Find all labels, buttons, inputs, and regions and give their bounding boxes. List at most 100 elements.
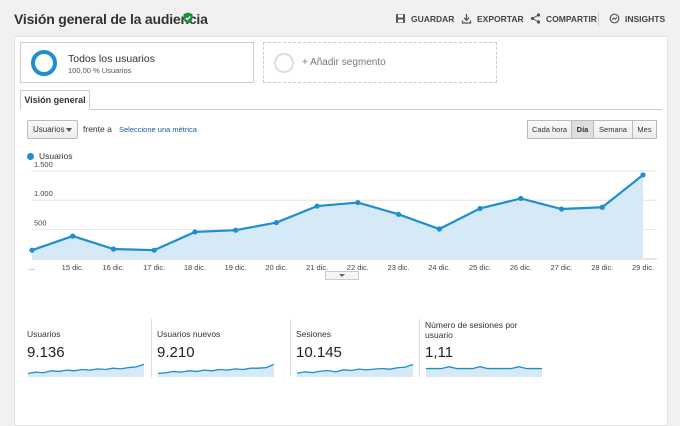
- download-icon: [461, 14, 472, 24]
- segment-all-users[interactable]: Todos los usuarios 100,00 % Usuarios: [20, 42, 254, 83]
- kpi-label: Sesiones: [296, 329, 331, 339]
- sparkline-line: [27, 363, 145, 375]
- x-tick-label: 24 dic.: [428, 263, 450, 272]
- data-point: [558, 206, 565, 212]
- x-tick-label: 25 dic.: [469, 263, 491, 272]
- y-tick-label: 500: [34, 219, 47, 228]
- data-point: [599, 204, 605, 210]
- data-point: [396, 211, 402, 217]
- chevron-down-icon: [66, 128, 72, 132]
- x-tick-label: 19 dic.: [225, 263, 247, 272]
- data-point: [640, 172, 646, 178]
- caret-down-icon: [339, 274, 345, 277]
- data-point: [273, 219, 279, 226]
- kpi-sparkline: [296, 363, 414, 377]
- tab-overview[interactable]: Visión general: [20, 90, 90, 110]
- share-icon: [530, 13, 541, 24]
- kpi-sparkline: [426, 366, 542, 377]
- save-label: GUARDAR: [411, 13, 455, 24]
- data-point: [436, 226, 442, 232]
- x-tick-label: 16 dic.: [102, 263, 124, 272]
- data-point: [233, 227, 239, 233]
- sparkline-line: [426, 366, 542, 370]
- insights-label: INSIGHTS: [625, 13, 666, 24]
- y-tick-label: 1.000: [34, 189, 53, 198]
- kpi-sparkline: [27, 363, 145, 377]
- save-icon: [396, 14, 405, 23]
- verified-shield-icon: [183, 12, 193, 24]
- data-point: [477, 205, 483, 212]
- x-tick-label: 28 dic.: [591, 263, 613, 272]
- sparkline-area: [426, 366, 542, 377]
- period-week-button[interactable]: Semana: [593, 120, 633, 139]
- y-tick-label: 1.500: [34, 162, 53, 169]
- page-title: Visión general de la audiencia: [14, 11, 208, 27]
- kpi-divider: [290, 319, 291, 377]
- users-line-chart: 500 1.000 1.500... 15 dic. 16 dic. 17 dic. 18 …: [29, 162, 657, 272]
- data-point: [29, 247, 35, 253]
- sparkline-area: [28, 364, 144, 377]
- kpi-divider: [151, 319, 152, 377]
- share-label: COMPARTIR: [546, 13, 597, 24]
- period-day-button[interactable]: Día: [571, 120, 594, 139]
- data-point: [192, 229, 198, 235]
- data-point: [355, 199, 361, 206]
- add-segment-button[interactable]: + Añadir segmento: [263, 42, 497, 83]
- insights-button[interactable]: INSIGHTS: [609, 13, 665, 24]
- kpi-value: 9.136: [27, 344, 65, 361]
- x-tick-label: 20 dic.: [265, 263, 287, 272]
- save-button[interactable]: GUARDAR: [395, 13, 454, 24]
- legend-label-users: Usuarios: [39, 151, 73, 161]
- select-metric-link[interactable]: Seleccione una métrica: [119, 125, 197, 134]
- metric-select-value: Usuarios: [33, 125, 65, 134]
- export-label: EXPORTAR: [477, 13, 524, 24]
- series-line: [31, 174, 644, 252]
- metric-select[interactable]: Usuarios: [27, 120, 78, 139]
- add-segment-label: + Añadir segmento: [302, 57, 386, 68]
- segment-ring-icon: [31, 50, 57, 76]
- kpi-tile[interactable]: Número de sesiones por usuario 1,11: [425, 317, 543, 379]
- data-point: [110, 246, 117, 252]
- period-hourly-button[interactable]: Cada hora: [527, 120, 572, 139]
- series-area: [32, 174, 643, 259]
- kpi-label: Número de sesiones por usuario: [425, 320, 518, 340]
- x-tick-label: 15 dic.: [62, 263, 84, 272]
- kpi-value: 10.145: [296, 344, 342, 361]
- kpi-sparkline: [157, 363, 275, 377]
- empty-segment-icon: [274, 53, 294, 73]
- header-separator: [598, 12, 599, 26]
- sparkline-line: [296, 363, 414, 374]
- x-tick-label: 22 dic.: [347, 263, 369, 272]
- kpi-value: 1,11: [425, 344, 454, 361]
- x-tick-label: 26 dic.: [510, 263, 532, 272]
- data-point: [70, 233, 76, 239]
- x-tick-label: ...: [29, 263, 35, 272]
- x-tick-label: 27 dic.: [550, 263, 572, 272]
- kpi-label: Usuarios nuevos: [157, 329, 221, 339]
- insights-icon: [609, 13, 620, 24]
- data-point: [314, 203, 320, 209]
- segment-name: Todos los usuarios: [68, 53, 155, 65]
- sparkline-line: [157, 363, 275, 375]
- kpi-tile[interactable]: Sesiones 10.145: [296, 317, 414, 379]
- x-tick-label: 18 dic.: [184, 263, 206, 272]
- period-month-button[interactable]: Mes: [632, 120, 657, 139]
- header: Visión general de la audiencia GUARDAR E…: [0, 0, 680, 36]
- x-tick-label: 23 dic.: [388, 263, 410, 272]
- export-button[interactable]: EXPORTAR: [461, 13, 524, 24]
- x-tick-label: 17 dic.: [143, 263, 165, 272]
- segment-percent: 100,00 % Usuarios: [68, 66, 132, 75]
- kpi-label: Usuarios: [27, 329, 61, 339]
- sparkline-area: [297, 364, 413, 377]
- legend-marker-users: [27, 153, 34, 160]
- collapse-chart-toggle[interactable]: [325, 271, 359, 280]
- share-button[interactable]: COMPARTIR: [530, 13, 597, 24]
- data-point: [151, 247, 157, 253]
- kpi-tile[interactable]: Usuarios nuevos 9.210: [157, 317, 275, 379]
- kpi-value: 9.210: [157, 344, 195, 361]
- versus-label: frente a: [83, 124, 112, 134]
- x-tick-label: 29 dic.: [632, 263, 654, 272]
- kpi-tile[interactable]: Usuarios 9.136: [27, 317, 145, 379]
- data-point: [518, 195, 524, 202]
- x-tick-label: 21 dic.: [306, 263, 328, 272]
